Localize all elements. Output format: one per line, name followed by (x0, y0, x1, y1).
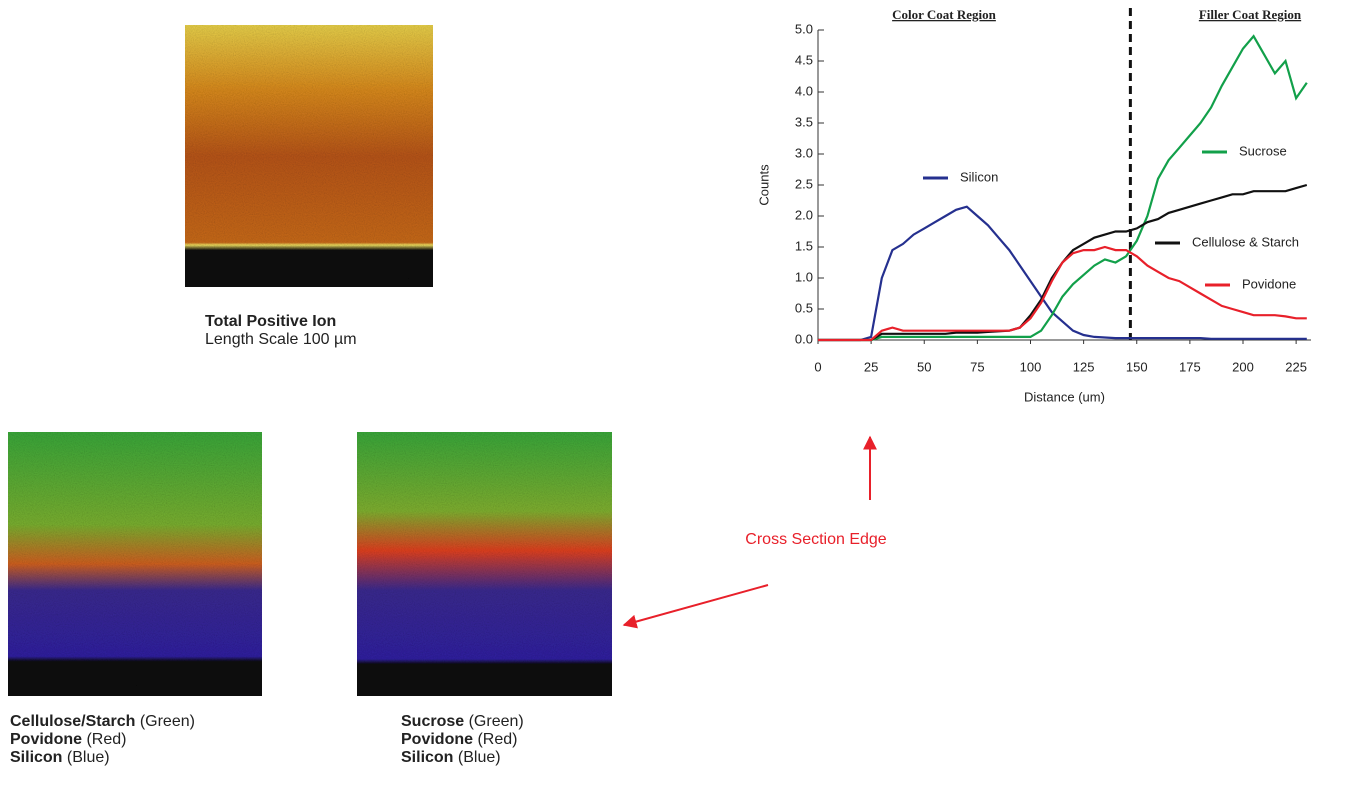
caption-part: Povidone (10, 731, 82, 748)
series-line (818, 245, 1307, 342)
y-tick-label: 4.0 (795, 83, 813, 98)
y-tick-label: 4.5 (795, 52, 813, 67)
legend-label: Povidone (1242, 276, 1296, 291)
x-tick-label: 200 (1232, 359, 1254, 374)
annotation: Cross Section Edge (745, 531, 887, 548)
caption-part: (Green) (135, 713, 195, 730)
caption-part: (Blue) (453, 749, 500, 766)
y-tick-label: 0.5 (795, 300, 813, 315)
x-tick-label: 100 (1020, 359, 1042, 374)
legend-label: Sucrose (1239, 143, 1287, 158)
caption-part: (Blue) (62, 749, 109, 766)
x-tick-label: 0 (814, 359, 821, 374)
ion-image (185, 25, 433, 287)
x-tick-label: 225 (1285, 359, 1307, 374)
y-tick-label: 3.0 (795, 145, 813, 160)
y-tick-label: 1.5 (795, 238, 813, 253)
x-tick-label: 125 (1073, 359, 1095, 374)
arrow (622, 584, 769, 629)
x-tick-label: 25 (864, 359, 878, 374)
caption: Cellulose/Starch (Green) (10, 713, 195, 730)
x-tick-label: 175 (1179, 359, 1201, 374)
caption-part: Sucrose (401, 713, 464, 730)
legend-label: Silicon (960, 169, 998, 184)
x-axis-label: Distance (um) (1024, 389, 1105, 404)
caption: Total Positive Ion (205, 313, 336, 330)
overlay-image (8, 432, 262, 696)
y-tick-label: 0.0 (795, 331, 813, 346)
caption: Sucrose (Green) (401, 713, 524, 730)
caption-part: Povidone (401, 731, 473, 748)
series-line (818, 34, 1308, 342)
caption-part: Length Scale 100 µm (205, 331, 357, 348)
x-tick-label: 150 (1126, 359, 1148, 374)
y-tick-label: 2.0 (795, 207, 813, 222)
caption-part: (Red) (473, 731, 517, 748)
caption: Length Scale 100 µm (205, 331, 357, 348)
caption: Povidone (Red) (401, 731, 517, 748)
caption-part: (Green) (464, 713, 524, 730)
caption-part: Cellulose/Starch (10, 713, 135, 730)
caption-part: (Red) (82, 731, 126, 748)
caption-part: Silicon (401, 749, 453, 766)
caption-part: Total Positive Ion (205, 313, 336, 330)
legend-label: Cellulose & Starch (1192, 234, 1299, 249)
caption: Povidone (Red) (10, 731, 126, 748)
y-tick-label: 2.5 (795, 176, 813, 191)
series-line (818, 205, 1307, 342)
x-tick-label: 75 (970, 359, 984, 374)
y-tick-label: 5.0 (795, 21, 813, 36)
caption-part: Silicon (10, 749, 62, 766)
x-tick-label: 50 (917, 359, 931, 374)
y-tick-label: 1.0 (795, 269, 813, 284)
overlay-image (357, 432, 612, 696)
caption: Silicon (Blue) (401, 749, 501, 766)
region-label: Filler Coat Region (1199, 7, 1302, 22)
caption: Silicon (Blue) (10, 749, 110, 766)
region-label: Color Coat Region (892, 7, 997, 22)
y-axis-label: Counts (756, 164, 771, 206)
y-tick-label: 3.5 (795, 114, 813, 129)
